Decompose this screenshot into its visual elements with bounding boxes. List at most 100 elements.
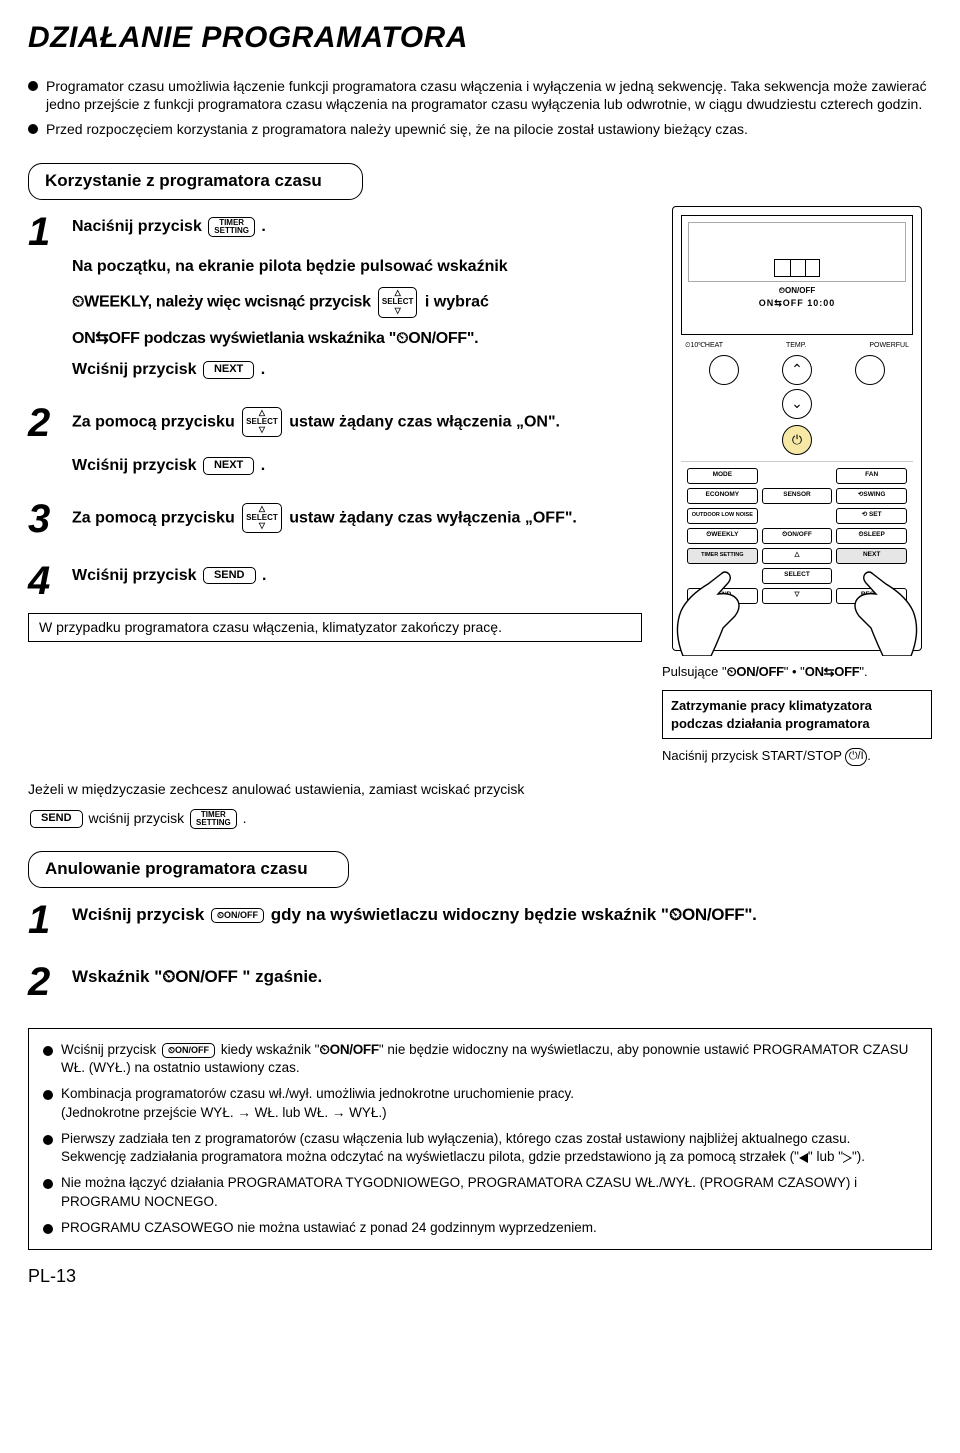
info-box-completion: W przypadku programatora czasu włączenia…	[28, 613, 642, 642]
step1-text-c-post: i wybrać	[425, 294, 489, 311]
remote-label-powerful: POWERFUL	[869, 341, 909, 350]
remote-next-button[interactable]: NEXT	[836, 548, 907, 564]
bullet-icon	[43, 1135, 53, 1145]
fn4: Nie można łączyć działania PROGRAMATORA …	[61, 1174, 917, 1210]
remote-label-heat: ⏲10℃HEAT	[685, 341, 723, 350]
section-title-cancel: Anulowanie programatora czasu	[28, 851, 349, 888]
cancel2-pre: Wskaźnik "	[72, 967, 162, 986]
timer-setting-button[interactable]: TIMER SETTING	[190, 809, 237, 829]
fn5: PROGRAMU CZASOWEGO nie można ustawiać z …	[61, 1219, 597, 1237]
remote-sleep-button[interactable]: ⏲SLEEP	[836, 528, 907, 544]
step1-text-d-pre: ON⇆OFF podczas wyświetlania wskaźnika "	[72, 330, 396, 347]
cancel2-post: " zgaśnie.	[238, 967, 323, 986]
step1-text-a-pre: Naciśnij przycisk	[72, 218, 206, 235]
remote-economy-button[interactable]: ECONOMY	[687, 488, 758, 504]
remote-lownoise-button[interactable]: OUTDOOR LOW NOISE	[687, 508, 758, 524]
fn2: Kombinacja programatorów czasu wł./wył. …	[61, 1085, 574, 1121]
remote-temp-down-button[interactable]: ⌄	[782, 389, 812, 419]
section-title-usage: Korzystanie z programatora czasu	[28, 163, 363, 200]
fn1-pre: Wciśnij przycisk	[61, 1042, 160, 1057]
remote-timer-setting-button[interactable]: TIMER SETTING	[687, 548, 758, 564]
step1-text-e-post: .	[261, 361, 265, 378]
bullet-icon	[28, 81, 38, 91]
stop-operation-box: Zatrzymanie pracy klimatyzatora podczas …	[662, 690, 932, 739]
remote-swing-button[interactable]: ⟲SWING	[836, 488, 907, 504]
fn3-c: ").	[852, 1149, 865, 1164]
cancel1-post2: ⏲ON/OFF".	[669, 905, 757, 924]
step1-text-d-post: ⏲ON/OFF".	[396, 330, 478, 347]
remote-mode-button[interactable]: MODE	[687, 468, 758, 484]
page-number: PL-13	[28, 1264, 932, 1288]
cancel-hint-post: .	[243, 810, 247, 826]
cancel2-mid: ⏲ON/OFF	[162, 967, 237, 986]
remote-illustration: ⏲ON/OFF ON⇆OFF 10:00 ⏲10℃HEAT TEMP. POWE…	[672, 206, 922, 651]
select-button[interactable]: △SELECT▽	[242, 407, 282, 437]
step2-text-a-pre: Za pomocą przycisku	[72, 413, 239, 430]
cancel1-pre: Wciśnij przycisk	[72, 905, 209, 924]
send-button[interactable]: SEND	[203, 567, 256, 585]
remote-select-button[interactable]: SELECT	[762, 568, 833, 584]
remote-fan-button[interactable]: FAN	[836, 468, 907, 484]
remote-onoff-button[interactable]: ⏲ON/OFF	[762, 528, 833, 544]
remote-lcd-onoff: ⏲ON/OFF	[688, 286, 906, 297]
fn1-mid2: ⏲ON/OFF	[319, 1042, 378, 1057]
remote-temp-up-button[interactable]: ⌃	[782, 355, 812, 385]
remote-set-button[interactable]: ⟲ SET	[836, 508, 907, 524]
remote-sensor-button[interactable]: SENSOR	[762, 488, 833, 504]
remote-reset-button[interactable]: RESET	[836, 588, 907, 604]
remote-back-label: BACK	[687, 608, 758, 616]
step3-text-a-pre: Za pomocą przycisku	[72, 509, 239, 526]
arrow-right-icon	[843, 1153, 852, 1163]
next-button[interactable]: NEXT	[203, 361, 254, 379]
fn3-b: " lub "	[808, 1149, 843, 1164]
intro-text-2: Przed rozpoczęciem korzystania z program…	[46, 120, 748, 139]
step1-text-b: Na początku, na ekranie pilota będzie pu…	[72, 256, 642, 278]
remote-send-button[interactable]: SEND	[687, 588, 758, 604]
power-icon: ⏻/I	[845, 748, 867, 766]
footnotes-box: Wciśnij przycisk ⏲ON/OFF kiedy wskaźnik …	[28, 1028, 932, 1250]
remote-lcd-time: ON⇆OFF 10:00	[688, 297, 906, 309]
intro-block: Programator czasu umożliwia łączenie fun…	[28, 77, 932, 140]
step3-text-a-post: ustaw żądany czas wyłączenia „OFF".	[289, 509, 577, 526]
onoff-button[interactable]: ⏲ON/OFF	[162, 1043, 215, 1058]
bullet-icon	[43, 1046, 53, 1056]
fn3-a: Pierwszy zadziała ten z programatorów (c…	[61, 1131, 850, 1164]
next-button[interactable]: NEXT	[203, 457, 254, 475]
remote-up-button[interactable]: △	[762, 548, 833, 564]
step1-text-c-pre: ⏲WEEKLY, należy więc wcisnąć przycisk	[72, 294, 375, 311]
step-number-3: 3	[28, 499, 72, 539]
onoff-button[interactable]: ⏲ON/OFF	[211, 908, 264, 923]
step1-text-e-pre: Wciśnij przycisk	[72, 361, 201, 378]
step4-text-a-pre: Wciśnij przycisk	[72, 567, 201, 584]
step-number-1: 1	[28, 212, 72, 252]
remote-heat-button[interactable]	[709, 355, 739, 385]
send-button[interactable]: SEND	[30, 810, 83, 828]
step-number-4: 4	[28, 561, 72, 601]
cancel-step-2: 2	[28, 962, 72, 1002]
timer-setting-button[interactable]: TIMER SETTING	[208, 217, 255, 237]
intro-text-1: Programator czasu umożliwia łączenie fun…	[46, 77, 932, 115]
bullet-icon	[43, 1224, 53, 1234]
step2-text-b-post: .	[261, 457, 265, 474]
step2-text-a-post: ustaw żądany czas włączenia „ON".	[289, 413, 560, 430]
bullet-icon	[43, 1179, 53, 1189]
arrow-left-icon	[799, 1153, 808, 1163]
select-button[interactable]: △SELECT▽	[378, 287, 418, 317]
cancel-hint-mid: wciśnij przycisk	[88, 810, 188, 826]
page-title: DZIAŁANIE PROGRAMATORA	[28, 18, 932, 59]
remote-label-temp: TEMP.	[786, 341, 807, 350]
step1-text-a-post: .	[261, 218, 265, 235]
step-number-2: 2	[28, 403, 72, 443]
bullet-icon	[43, 1090, 53, 1100]
cancel-step-1: 1	[28, 900, 72, 940]
bullet-icon	[28, 124, 38, 134]
cancel1-post: gdy na wyświetlaczu widoczny będzie wska…	[271, 905, 669, 924]
select-button[interactable]: △SELECT▽	[242, 503, 282, 533]
remote-weekly-button[interactable]: ⏲WEEKLY	[687, 528, 758, 544]
pulsing-note: Pulsujące "⏲ON/OFF" • "ON⇆OFF".	[662, 663, 932, 681]
step4-text-a-post: .	[262, 567, 266, 584]
remote-powerful-button[interactable]	[855, 355, 885, 385]
remote-power-button[interactable]: ⏻	[782, 425, 812, 455]
remote-down-button[interactable]: ▽	[762, 588, 833, 604]
step2-text-b-pre: Wciśnij przycisk	[72, 457, 201, 474]
